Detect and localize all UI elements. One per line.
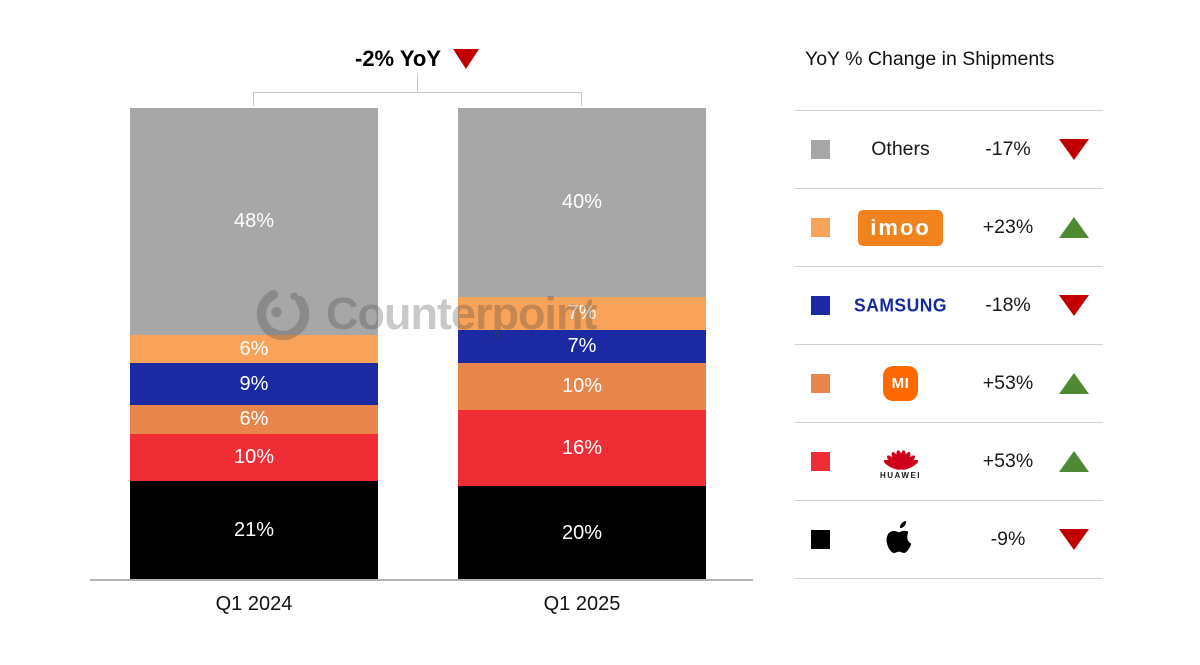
bracket-line-horizontal — [253, 92, 582, 93]
legend-row-huawei: HUAWEI +53% — [795, 423, 1103, 501]
bar-segment-value: 20% — [561, 521, 603, 544]
legend-row-others: Others -17% — [795, 111, 1103, 189]
bracket-tick-right — [581, 92, 582, 106]
bar-segment-value: 7% — [567, 302, 597, 325]
trend-up-icon — [1059, 451, 1089, 472]
huawei-color-swatch — [811, 452, 830, 471]
stacked-bar-q1-2024: 48% 6% 9% 6% 10% 21% — [130, 108, 378, 580]
bar-segment-others: 40% — [458, 108, 706, 297]
bar-segment-imoo: 7% — [458, 296, 706, 330]
legend-trend-cell — [1045, 373, 1103, 394]
x-axis-label-q1-2025: Q1 2025 — [543, 593, 621, 615]
bar-segment-huawei: 16% — [458, 410, 706, 486]
bar-segment-apple: 20% — [458, 485, 706, 580]
trend-down-icon — [1059, 295, 1089, 316]
huawei-logo: HUAWEI — [880, 444, 922, 480]
bar-segment-value: 9% — [239, 373, 269, 396]
bracket-stem-center — [417, 74, 418, 92]
legend-yoy-value: +53% — [982, 372, 1034, 394]
trend-down-icon — [453, 49, 479, 69]
samsung-color-swatch — [811, 296, 830, 315]
legend-yoy-value: -18% — [985, 294, 1031, 316]
bar-segment-value: 10% — [233, 446, 275, 469]
bar-segment-xiaomi: 10% — [458, 362, 706, 411]
legend-yoy-value: -17% — [985, 138, 1031, 160]
legend-row-apple: -9% — [795, 501, 1103, 579]
bar-segment-samsung: 7% — [458, 329, 706, 363]
huawei-flower-icon — [883, 449, 918, 470]
apple-icon — [886, 520, 918, 553]
legend-brand-cell: imoo — [830, 209, 971, 246]
bar-segment-value: 21% — [233, 519, 275, 542]
total-yoy-label: -2% YoY — [355, 46, 441, 71]
huawei-wordmark: HUAWEI — [880, 470, 921, 480]
legend-panel: Others -17% imoo +23% SAMSUNG -18% MI +53% HUAWE… — [795, 110, 1103, 579]
trend-up-icon — [1059, 373, 1089, 394]
total-yoy-annotation: -2% YoY — [267, 44, 567, 74]
trend-down-icon — [1059, 529, 1089, 550]
bar-segment-samsung: 9% — [130, 362, 378, 406]
bracket-tick-left — [253, 92, 254, 106]
legend-brand-cell: Others — [830, 138, 971, 161]
others-color-swatch — [811, 140, 830, 159]
legend-row-xiaomi: MI +53% — [795, 345, 1103, 423]
legend-trend-cell — [1045, 529, 1103, 550]
others-label: Others — [871, 138, 930, 160]
legend-yoy-value: -9% — [990, 528, 1026, 550]
trend-down-icon — [1059, 139, 1089, 160]
bar-segment-xiaomi: 6% — [130, 405, 378, 434]
trend-up-icon — [1059, 217, 1089, 238]
bar-segment-value: 16% — [561, 436, 603, 459]
legend-brand-cell: SAMSUNG — [830, 294, 971, 316]
legend-brand-cell — [830, 520, 971, 559]
legend-trend-cell — [1045, 451, 1103, 472]
apple-logo — [886, 520, 918, 559]
stacked-bar-q1-2025: 40% 7% 7% 10% 16% 20% — [458, 108, 706, 580]
bar-segment-value: 6% — [239, 408, 269, 431]
imoo-logo: imoo — [858, 209, 943, 246]
imoo-color-swatch — [811, 218, 830, 237]
legend-trend-cell — [1045, 139, 1103, 160]
legend-brand-cell: MI — [830, 366, 971, 401]
apple-color-swatch — [811, 530, 830, 549]
legend-brand-cell: HUAWEI — [830, 444, 971, 480]
bar-segment-value: 10% — [561, 375, 603, 398]
legend-row-samsung: SAMSUNG -18% — [795, 267, 1103, 345]
x-axis-label-q1-2024: Q1 2024 — [215, 593, 293, 615]
legend-trend-cell — [1045, 217, 1103, 238]
xiaomi-logo: MI — [883, 366, 918, 401]
bar-segment-value: 48% — [233, 210, 275, 233]
bar-segment-apple: 21% — [130, 480, 378, 580]
x-axis-line — [90, 579, 753, 581]
samsung-logo: SAMSUNG — [854, 294, 947, 316]
bar-segment-value: 7% — [567, 335, 597, 358]
bar-segment-value: 6% — [239, 337, 269, 360]
legend-yoy-value: +23% — [982, 216, 1034, 238]
legend-trend-cell — [1045, 295, 1103, 316]
bar-segment-others: 48% — [130, 108, 378, 335]
legend-title: YoY % Change in Shipments — [805, 48, 1055, 70]
bar-segment-huawei: 10% — [130, 433, 378, 481]
xiaomi-color-swatch — [811, 374, 830, 393]
legend-row-imoo: imoo +23% — [795, 189, 1103, 267]
bar-segment-value: 40% — [561, 191, 603, 214]
legend-yoy-value: +53% — [982, 450, 1034, 472]
bar-segment-imoo: 6% — [130, 334, 378, 363]
